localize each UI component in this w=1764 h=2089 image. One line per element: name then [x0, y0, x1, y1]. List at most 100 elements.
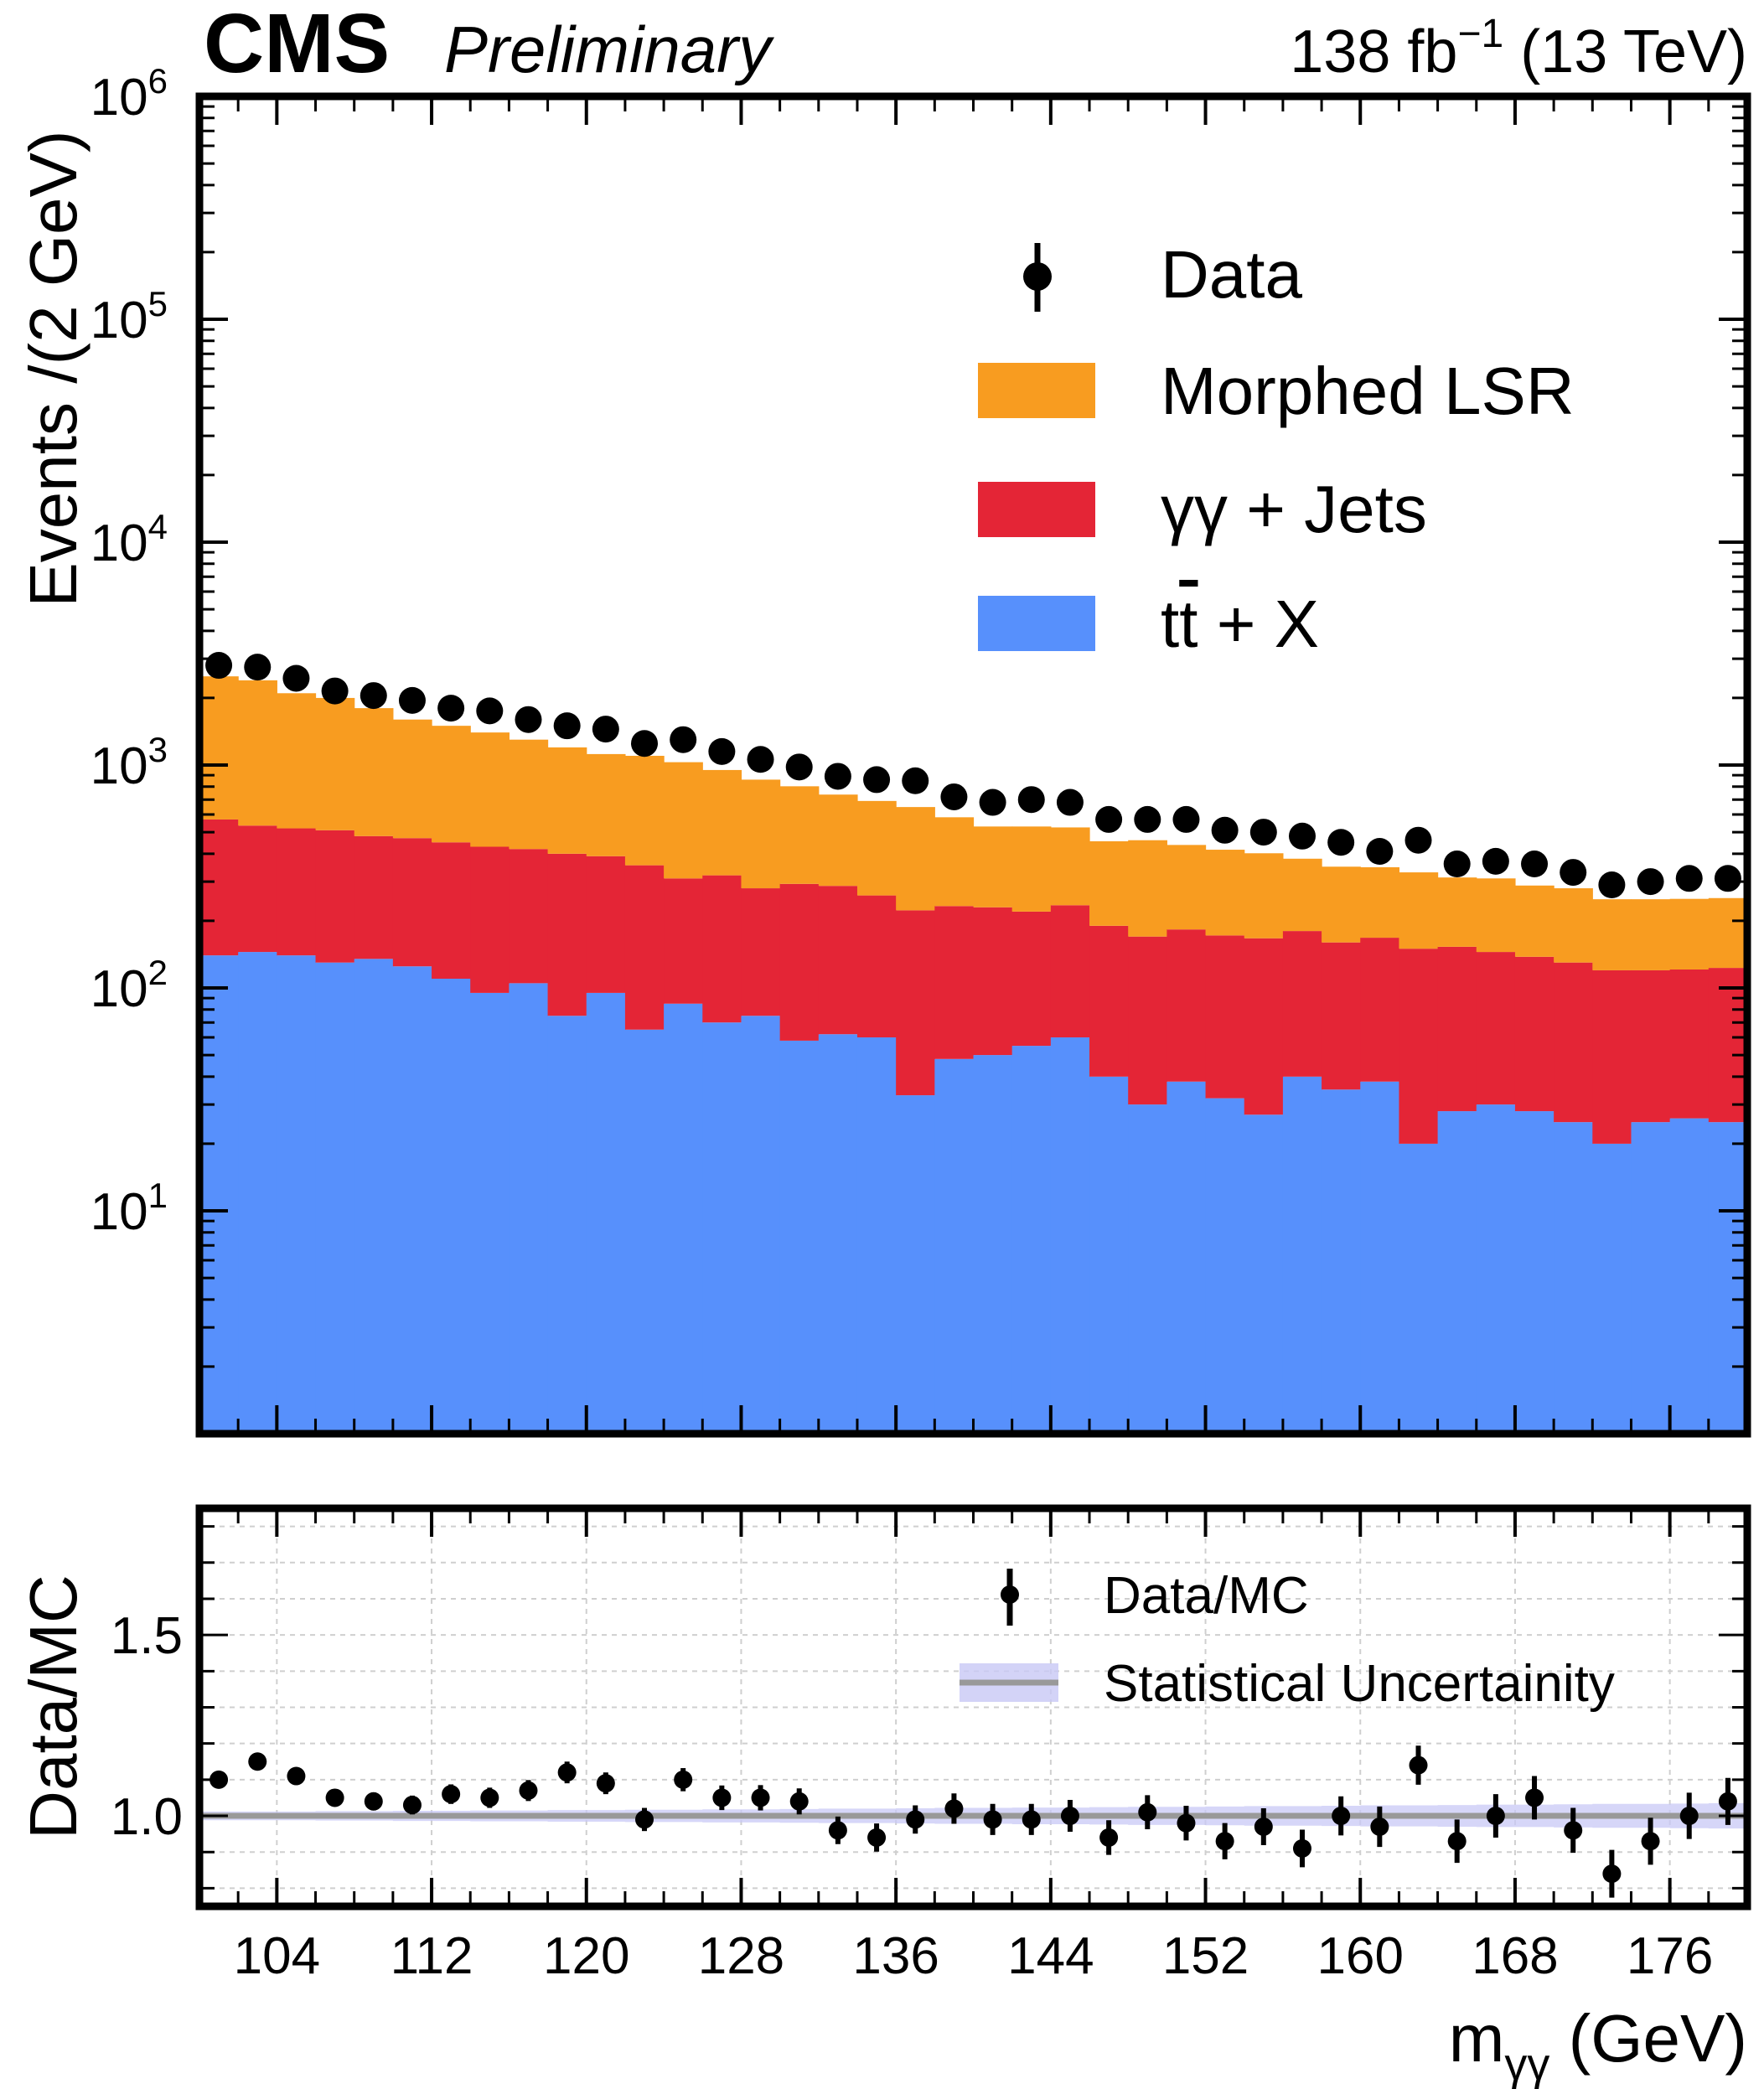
bar-gg-jets-10 [586, 856, 626, 993]
bar-morphed-lsr-0 [199, 676, 239, 820]
bar-morphed-lsr-5 [392, 719, 432, 839]
ratio-point-12 [674, 1770, 693, 1789]
bar-ttx-26 [1205, 1098, 1245, 1434]
main-ytick-label-base: 10 [91, 292, 148, 349]
bar-morphed-lsr-25 [1167, 845, 1207, 930]
ratio-point-25 [1177, 1813, 1196, 1833]
ratio-xtick-label-2: 120 [543, 1927, 629, 1985]
legend-data-mc-marker [1001, 1585, 1019, 1604]
bar-gg-jets-20 [973, 907, 1013, 1056]
ratio-ytick-label-0: 1.0 [111, 1788, 183, 1846]
data-point-12 [670, 726, 697, 753]
ratio-point-35 [1564, 1821, 1583, 1840]
bar-gg-jets-5 [392, 838, 432, 967]
ratio-xtick-label-0: 104 [234, 1927, 320, 1985]
bar-gg-jets-37 [1631, 970, 1671, 1123]
ratio-xtick-label-6: 152 [1162, 1927, 1249, 1985]
data-point-39 [1714, 865, 1741, 892]
ratio-point-15 [789, 1792, 809, 1811]
bar-gg-jets-15 [779, 883, 820, 1041]
ratio-point-5 [402, 1796, 422, 1815]
bar-gg-jets-31 [1399, 949, 1439, 1144]
bar-morphed-lsr-28 [1282, 858, 1322, 932]
data-point-21 [1017, 786, 1045, 814]
data-point-37 [1637, 868, 1664, 896]
legend-data-marker [1023, 262, 1052, 291]
main-ytick-label-exp: 1 [148, 1176, 168, 1215]
ratio-legend: Data/MC Statistical Uncertainity [960, 1567, 1615, 1713]
bar-ttx-18 [896, 1095, 935, 1434]
legend-entry-data-mc: Data/MC [1001, 1567, 1309, 1626]
data-point-22 [1056, 789, 1084, 816]
cms-label: CMS [204, 0, 390, 90]
bar-ttx-9 [547, 1016, 587, 1434]
ratio-point-26 [1215, 1832, 1234, 1851]
data-point-32 [1443, 851, 1471, 878]
bar-ttx-12 [664, 1003, 703, 1434]
bar-morphed-lsr-32 [1437, 877, 1477, 947]
ratio-point-10 [596, 1774, 615, 1793]
ratio-point-1 [248, 1752, 267, 1771]
main-y-axis-label: Events /(2 GeV) [16, 130, 91, 607]
main-ytick-label-1: 102 [91, 953, 168, 1018]
x-axis-label-sub: γγ [1504, 2040, 1549, 2089]
bar-gg-jets-16 [818, 886, 858, 1035]
data-point-16 [824, 763, 851, 790]
ratio-point-36 [1602, 1864, 1622, 1884]
data-point-1 [244, 654, 272, 681]
bar-morphed-lsr-26 [1205, 850, 1245, 936]
lumi-exponent: −1 [1457, 12, 1503, 56]
bar-gg-jets-24 [1128, 936, 1167, 1105]
legend-entry-gg-jets: γγ + Jets [978, 472, 1427, 546]
bar-gg-jets-13 [702, 875, 742, 1023]
bar-morphed-lsr-27 [1244, 853, 1284, 938]
bar-morphed-lsr-6 [432, 726, 471, 843]
data-point-20 [979, 789, 1006, 816]
bar-morphed-lsr-10 [586, 753, 626, 856]
ratio-point-3 [325, 1788, 344, 1807]
bar-morphed-lsr-4 [354, 708, 394, 836]
main-ytick-label-exp: 2 [148, 953, 168, 992]
bar-gg-jets-22 [1050, 905, 1090, 1038]
legend-ttx-tbar: t [1179, 587, 1198, 661]
legend-ttx-swatch [978, 596, 1095, 651]
main-ytick-label-exp: 6 [148, 61, 168, 101]
data-point-4 [360, 682, 387, 710]
ratio-x-tick-labels: 104 112 120 128 136 144 152 160 168 176 [234, 1927, 1714, 1985]
ratio-point-31 [1409, 1755, 1428, 1775]
bar-ttx-14 [741, 1016, 781, 1434]
ratio-xtick-label-5: 144 [1007, 1927, 1094, 1985]
bar-ttx-11 [624, 1029, 665, 1434]
ratio-point-28 [1292, 1838, 1311, 1858]
bar-morphed-lsr-38 [1669, 898, 1710, 970]
legend-ttx-rest: + X [1198, 587, 1319, 661]
bar-ttx-10 [586, 992, 626, 1434]
bar-morphed-lsr-17 [856, 800, 897, 896]
bar-gg-jets-8 [509, 849, 549, 984]
ratio-ticks [198, 1508, 1749, 1906]
legend-gg-jets-label: γγ + Jets [1161, 472, 1427, 546]
bar-morphed-lsr-18 [896, 807, 935, 911]
ratio-point-4 [364, 1792, 383, 1811]
main-ytick-label-5: 106 [91, 61, 168, 127]
bar-morphed-lsr-23 [1089, 840, 1129, 926]
data-point-28 [1288, 822, 1316, 850]
bar-gg-jets-30 [1360, 938, 1400, 1082]
bar-gg-jets-27 [1244, 938, 1284, 1115]
main-stack-bins [199, 676, 1748, 1434]
bar-gg-jets-2 [277, 828, 317, 956]
ratio-data-points [210, 1745, 1737, 1898]
bar-gg-jets-19 [934, 906, 975, 1059]
data-point-8 [515, 706, 542, 733]
bar-ttx-28 [1282, 1076, 1322, 1434]
data-point-18 [902, 767, 929, 794]
main-ytick-label-base: 10 [91, 960, 148, 1018]
ratio-point-29 [1332, 1807, 1351, 1826]
bar-gg-jets-1 [238, 825, 277, 953]
data-point-10 [592, 716, 619, 743]
ratio-point-34 [1525, 1788, 1544, 1807]
bar-gg-jets-34 [1514, 956, 1554, 1112]
